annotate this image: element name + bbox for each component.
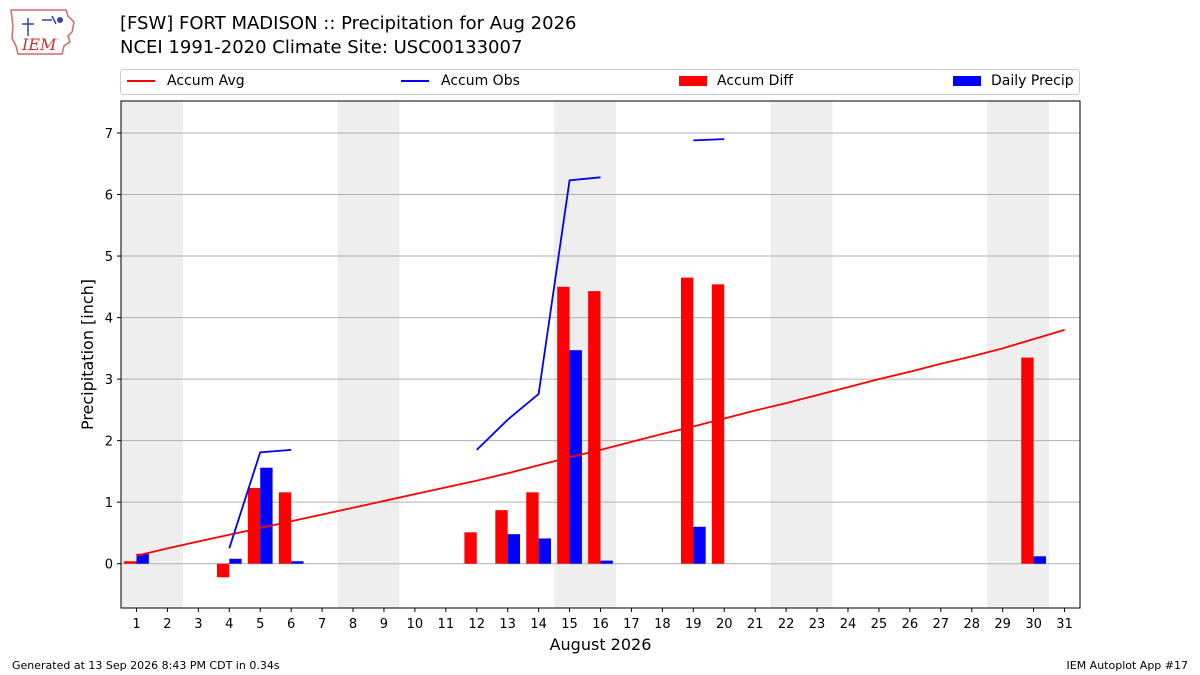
chart-title: [FSW] FORT MADISON :: Precipitation for …	[120, 13, 577, 34]
x-axis-label: August 2026	[550, 635, 652, 654]
x-tick-label-2: 2	[163, 617, 171, 632]
x-tick-label-8: 8	[349, 617, 357, 632]
bar-accum-diff-4	[216, 563, 230, 578]
legend-swatch-accum-avg	[127, 80, 155, 82]
bar-accum-diff-5	[247, 488, 261, 564]
x-tick-label-19: 19	[685, 617, 702, 632]
bar-accum-diff-12	[464, 532, 477, 564]
x-tick-label-30: 30	[1025, 617, 1042, 632]
x-tick-label-13: 13	[499, 617, 516, 632]
x-tick-label-6: 6	[287, 617, 295, 632]
bar-accum-diff-6	[278, 492, 292, 564]
x-tick-label-18: 18	[654, 617, 671, 632]
legend-label-accum-obs: Accum Obs	[441, 73, 520, 89]
weekend-shade-8	[337, 101, 369, 608]
x-tick-label-23: 23	[809, 617, 826, 632]
bar-daily-precip-5	[260, 467, 273, 564]
bar-daily-precip-30	[1033, 556, 1046, 564]
x-tick-label-4: 4	[225, 617, 233, 632]
y-tick-label-5: 5	[105, 250, 113, 265]
legend-swatch-accum-diff	[679, 76, 707, 86]
bar-daily-precip-14	[538, 538, 552, 564]
x-tick-label-28: 28	[963, 617, 980, 632]
footer-generated: Generated at 13 Sep 2026 8:43 PM CDT in …	[12, 659, 280, 672]
x-tick-label-20: 20	[716, 617, 733, 632]
legend-item-daily-precip: Daily Precip	[953, 73, 1074, 89]
bar-accum-diff-15	[557, 286, 570, 564]
bar-accum-diff-30	[1021, 357, 1034, 564]
line-accum-avg-segment-0	[136, 329, 1065, 557]
bar-daily-precip-19	[693, 526, 706, 564]
x-tick-label-7: 7	[318, 617, 326, 632]
x-tick-label-16: 16	[592, 617, 609, 632]
iem-logo: IEM	[10, 9, 75, 55]
bar-accum-diff-13	[495, 510, 508, 564]
y-tick-label-0: 0	[105, 558, 113, 573]
weekend-shade-23	[801, 101, 833, 608]
bar-daily-precip-16	[600, 560, 613, 564]
x-tick-label-11: 11	[438, 617, 455, 632]
y-tick-label-3: 3	[105, 373, 113, 388]
weekend-shade-9	[368, 101, 400, 608]
x-tick-label-31: 31	[1056, 617, 1073, 632]
bar-accum-diff-1	[124, 561, 137, 564]
x-tick-label-15: 15	[561, 617, 578, 632]
legend-label-accum-diff: Accum Diff	[717, 73, 794, 89]
x-tick-label-9: 9	[380, 617, 388, 632]
bar-accum-diff-19	[680, 277, 694, 564]
legend-item-accum-diff: Accum Diff	[679, 73, 793, 89]
bar-daily-precip-15	[569, 350, 582, 564]
x-tick-label-29: 29	[994, 617, 1011, 632]
x-tick-label-3: 3	[194, 617, 202, 632]
legend-item-accum-obs: Accum Obs	[401, 73, 520, 89]
chart-subtitle: NCEI 1991-2020 Climate Site: USC00133007	[120, 37, 523, 58]
x-tick-label-21: 21	[747, 617, 764, 632]
line-accum-obs-segment-2	[693, 138, 725, 142]
legend: Accum Avg Accum Obs Accum Diff Daily Pre…	[120, 69, 1080, 95]
x-tick-label-22: 22	[778, 617, 795, 632]
y-tick-label-4: 4	[105, 312, 113, 327]
y-tick-label-6: 6	[105, 189, 113, 204]
x-tick-label-12: 12	[468, 617, 485, 632]
bar-daily-precip-6	[291, 561, 304, 564]
bar-accum-diff-14	[526, 492, 539, 564]
logo-text: IEM	[21, 35, 57, 54]
weekend-shade-2	[151, 101, 183, 608]
bar-accum-diff-20	[711, 284, 725, 564]
x-tick-label-10: 10	[407, 617, 424, 632]
x-tick-label-26: 26	[902, 617, 919, 632]
weather-station-icon	[22, 15, 57, 36]
legend-swatch-daily-precip	[953, 76, 981, 86]
x-tick-label-5: 5	[256, 617, 264, 632]
bar-accum-diff-16	[588, 291, 601, 564]
legend-label-accum-avg: Accum Avg	[167, 73, 245, 89]
weekend-shade-29	[987, 101, 1019, 608]
weekend-shade-1	[121, 101, 152, 608]
x-tick-label-25: 25	[871, 617, 888, 632]
legend-label-daily-precip: Daily Precip	[991, 73, 1074, 89]
legend-item-accum-avg: Accum Avg	[127, 73, 245, 89]
footer-app: IEM Autoplot App #17	[1066, 659, 1189, 672]
x-tick-label-1: 1	[132, 617, 140, 632]
bar-daily-precip-13	[507, 534, 521, 564]
y-tick-label-1: 1	[105, 496, 113, 511]
legend-swatch-accum-obs	[401, 80, 429, 82]
y-axis-label: Precipitation [inch]	[78, 279, 97, 430]
line-accum-obs-segment-0	[228, 448, 292, 549]
bar-daily-precip-1	[136, 553, 149, 564]
weekend-shade-22	[770, 101, 802, 608]
y-tick-label-7: 7	[105, 127, 113, 142]
x-tick-label-24: 24	[840, 617, 857, 632]
bar-daily-precip-4	[229, 558, 242, 564]
y-tick-label-2: 2	[105, 435, 113, 450]
x-tick-label-14: 14	[530, 617, 547, 632]
line-accum-obs-segment-1	[476, 176, 601, 451]
x-tick-label-27: 27	[933, 617, 950, 632]
x-tick-label-17: 17	[623, 617, 640, 632]
